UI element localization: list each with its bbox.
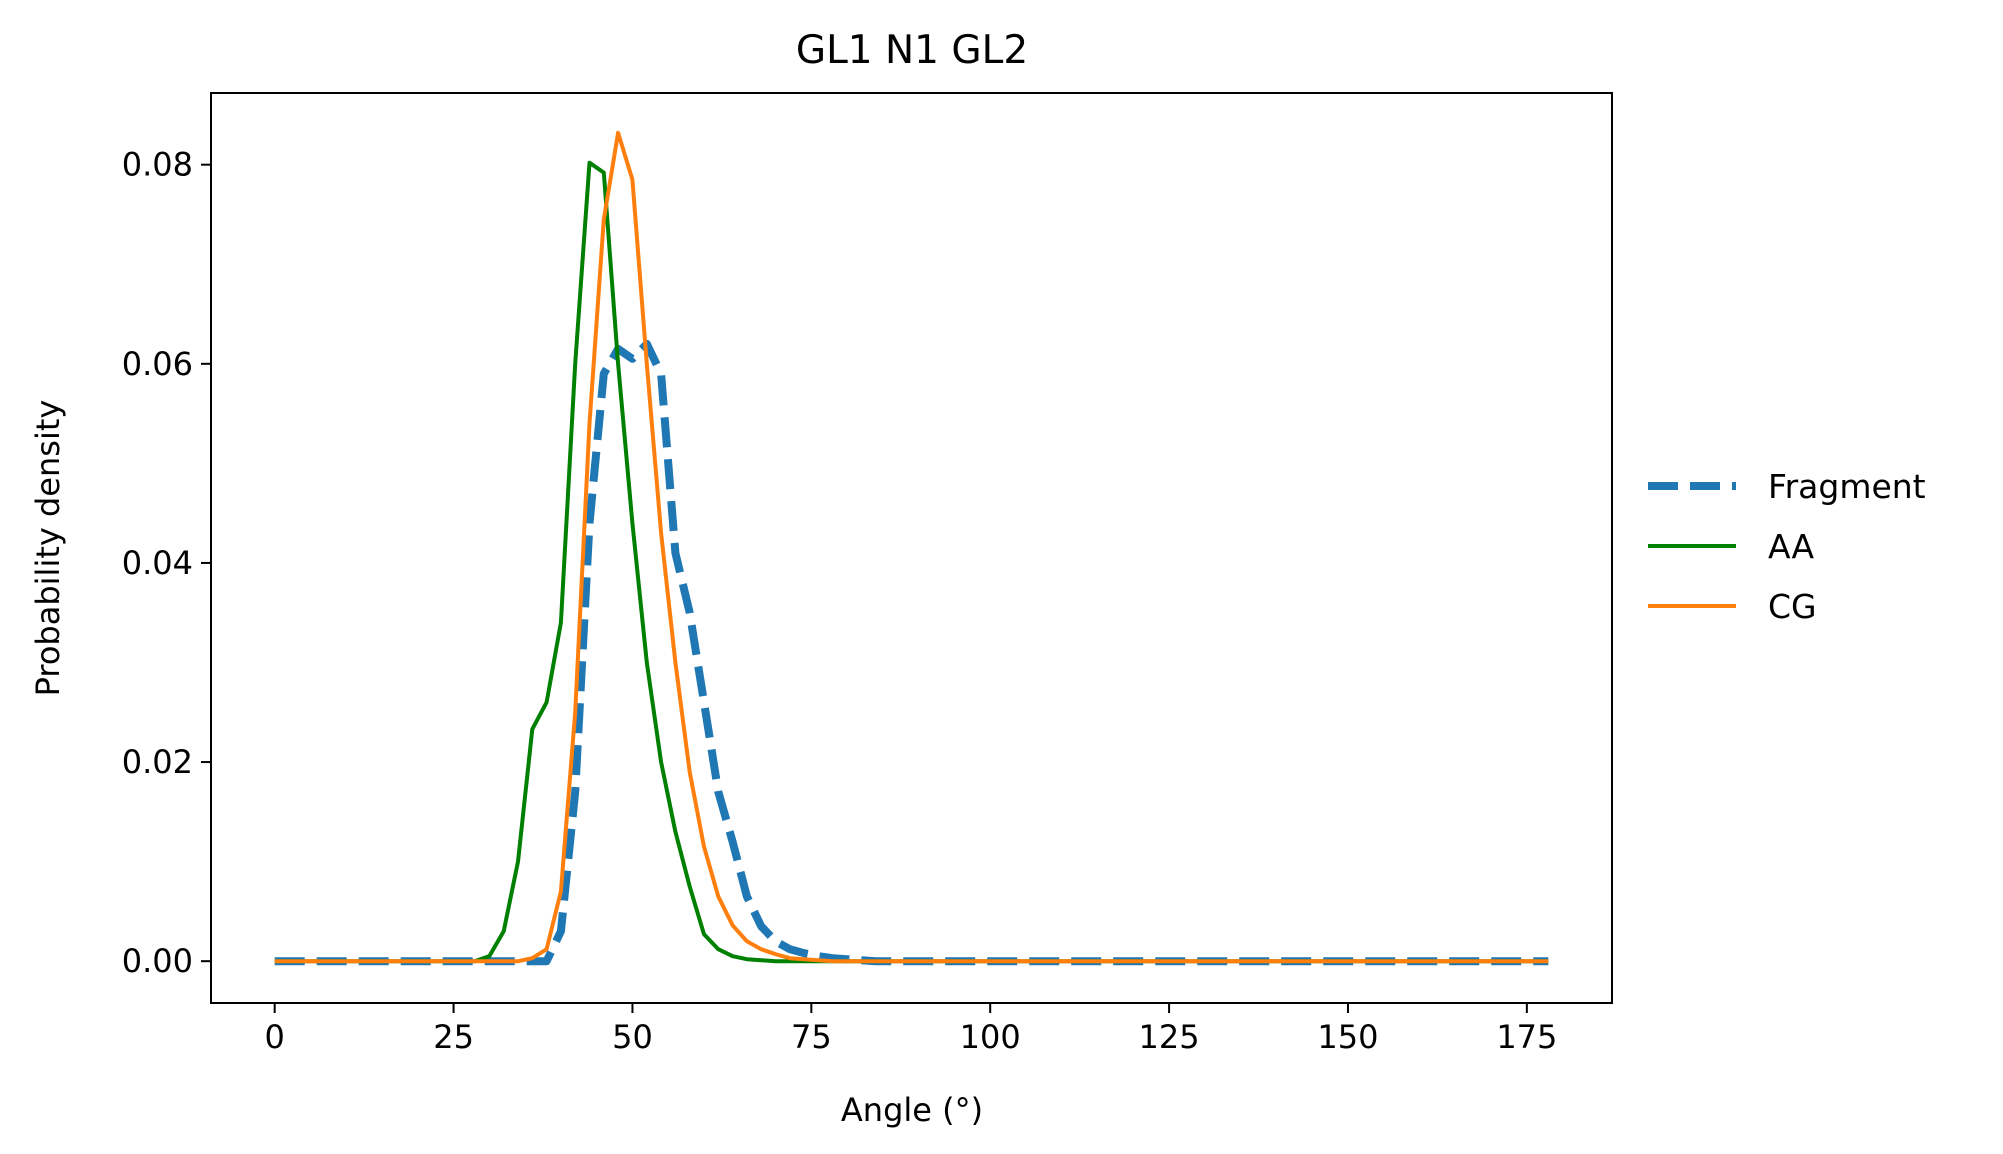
plot-area-frame [210,92,1613,1004]
legend-label: CG [1768,587,1817,626]
x-tick-label: 75 [791,1018,832,1056]
y-tick-label: 0.04 [122,544,193,582]
y-axis-label: Probability density [29,400,67,697]
y-tick-label: 0.00 [122,942,193,980]
legend-label: AA [1768,527,1814,566]
y-axis-ticks: 0.00 0.02 0.04 0.06 0.08 [122,146,211,980]
chart-title: GL1 N1 GL2 [796,28,1028,73]
legend: Fragment AA CG [1648,467,1926,626]
x-tick-label: 150 [1317,1018,1378,1056]
x-tick-label: 0 [265,1018,285,1056]
legend-label: Fragment [1768,467,1926,506]
y-tick-label: 0.02 [122,743,193,781]
x-axis-ticks: 0 25 50 75 100 125 150 175 [265,1003,1557,1056]
y-tick-label: 0.06 [122,345,193,383]
x-tick-label: 100 [960,1018,1021,1056]
x-tick-label: 50 [612,1018,653,1056]
series-lines [274,130,1549,966]
x-tick-label: 175 [1496,1018,1557,1056]
y-tick-label: 0.08 [122,146,193,184]
series-line-cg [274,130,1549,964]
x-axis-label: Angle (°) [841,1091,983,1129]
x-tick-label: 25 [433,1018,474,1056]
x-tick-label: 125 [1139,1018,1200,1056]
